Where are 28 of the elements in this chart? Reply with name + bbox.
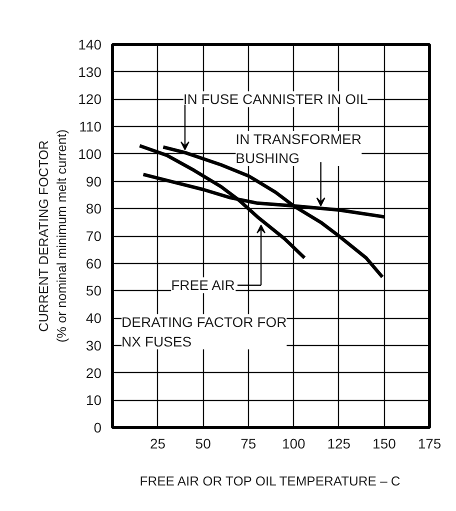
y-tick-label: 80 (86, 200, 102, 217)
y-tick-label: 130 (78, 64, 102, 80)
x-tick-label: 125 (327, 436, 351, 452)
y-tick-label: 100 (78, 146, 102, 162)
y-tick-label: 90 (86, 173, 102, 190)
y-tick-label: 20 (86, 364, 102, 381)
annotation: DERATING FACTOR FOR NX FUSES (122, 314, 287, 350)
y-tick-label: 110 (79, 118, 102, 135)
x-tick-label: 150 (372, 436, 396, 452)
y-tick-label: 140 (78, 36, 102, 52)
y-tick-label: 30 (86, 337, 102, 354)
x-tick-label: 75 (240, 436, 256, 452)
y-tick-label: 40 (86, 310, 102, 326)
annotation: FREE AIR (171, 277, 235, 294)
y-tick-label: 120 (78, 91, 102, 108)
y-tick-label: 60 (86, 255, 102, 272)
y-tick-label: 50 (86, 282, 102, 299)
y-tick-label: 0 (94, 420, 102, 436)
x-tick-label: 50 (195, 436, 212, 452)
y-tick-label: 70 (86, 228, 102, 244)
y-tick-label: 10 (86, 392, 102, 408)
x-tick-label: 175 (418, 436, 442, 452)
annotation: IN FUSE CANNISTER IN OIL (183, 91, 368, 108)
x-tick-label: 100 (282, 436, 306, 452)
annotation: IN TRANSFORMER BUSHING (236, 130, 362, 166)
x-tick-label: 25 (150, 436, 166, 452)
y-axis-title: CURRENT DERATING FOCTOR (% or nominal minimum melt current) (36, 129, 70, 343)
x-axis-title: FREE AIR OR TOP OIL TEMPERATURE – C (140, 474, 400, 488)
